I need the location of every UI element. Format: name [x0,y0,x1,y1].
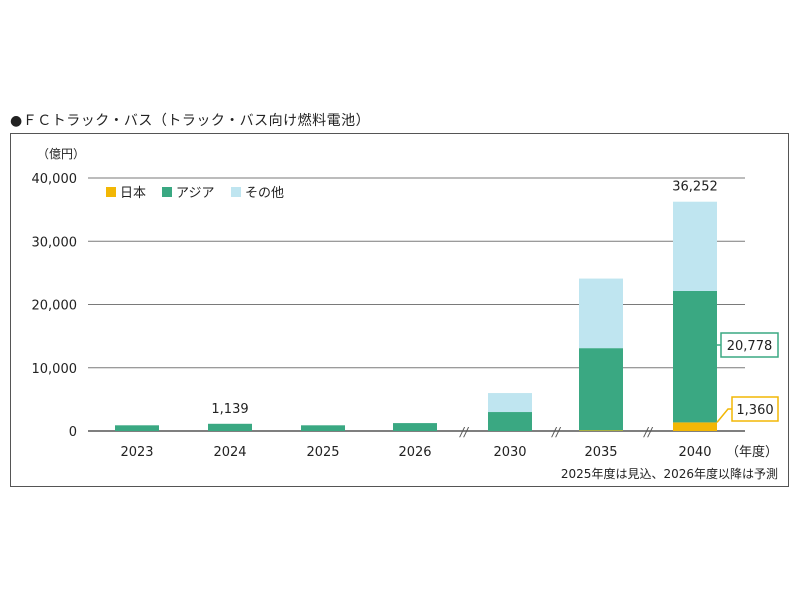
axis-break-marker: // [459,425,470,439]
bar-segment [579,278,623,349]
data-label: 20,778 [727,339,773,354]
legend-swatch [106,187,116,197]
data-label-leader [716,408,732,423]
x-tick-label: 2030 [493,445,526,460]
data-label: 1,139 [211,402,248,417]
bar-segment [393,423,437,431]
bar-segment [673,422,717,431]
chart-frame [10,133,789,487]
y-axis-unit-label: （億円） [37,147,85,161]
y-tick-label: 20,000 [32,299,78,314]
bar-segment [115,425,159,431]
x-tick-label: 2024 [213,445,246,460]
x-axis-unit-label: （年度） [726,444,778,460]
chart-title: ●ＦＣトラック・バス（トラック・バス向け燃料電池） [10,113,371,129]
y-tick-label: 30,000 [32,235,78,250]
x-tick-label: 2035 [584,445,617,460]
y-tick-label: 0 [69,425,77,440]
data-label-box [731,396,779,422]
bar-segment [488,412,532,431]
axis-break-marker: // [551,425,562,439]
axis-break-marker: // [643,425,654,439]
y-tick-label: 10,000 [32,362,78,377]
data-label: 36,252 [672,180,718,195]
x-tick-label: 2040 [678,445,711,460]
legend-label: アジア [176,186,214,201]
bar-segment [579,430,623,431]
bar-segment [301,425,345,431]
data-label: 1,360 [736,403,773,418]
x-tick-label: 2025 [306,445,339,460]
bar-segment [208,423,252,431]
x-tick-label: 2023 [120,445,153,460]
legend-swatch [162,187,172,197]
bar-segment [673,290,717,423]
bar-segment [673,201,717,291]
x-tick-label: 2026 [398,445,431,460]
data-label-box [720,332,779,358]
footnote: 2025年度は見込、2026年度以降は予測 [561,466,778,481]
bar-segment [579,348,623,431]
legend-swatch [231,187,241,197]
bar-segment [488,393,532,413]
y-tick-label: 40,000 [32,172,78,187]
legend-label: その他 [245,186,284,201]
legend-label: 日本 [120,186,146,201]
